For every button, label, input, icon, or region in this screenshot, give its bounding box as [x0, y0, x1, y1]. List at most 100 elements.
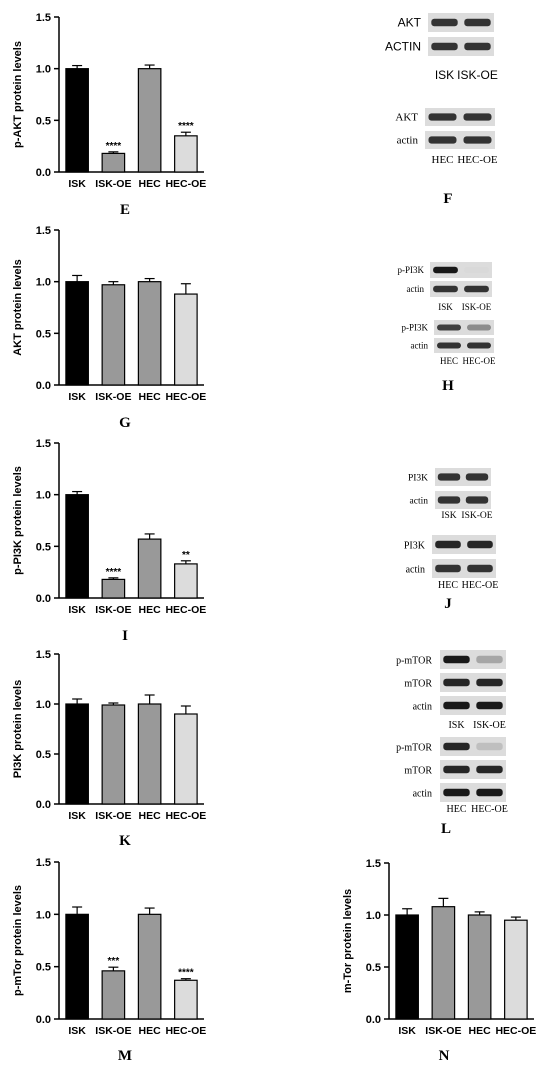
significance-mark: **** — [106, 141, 122, 152]
blot-band — [435, 564, 461, 573]
y-tick-label: 0.5 — [366, 962, 381, 974]
blot-row-label: p-PI3K — [398, 265, 425, 275]
blot-band — [467, 324, 491, 331]
y-tick-label: 1.0 — [36, 909, 51, 921]
blot-row-label: actin — [410, 497, 429, 507]
blot-panel-l: p-mTOR mTOR actin ISK ISK-OE p-mTOR mTOR actin H… — [396, 650, 508, 837]
significance-mark: **** — [106, 567, 122, 578]
x-tick-label: HEC-OE — [165, 178, 206, 190]
x-tick-label: HEC-OE — [165, 810, 206, 822]
blot-row-label: p-mTOR — [396, 742, 432, 753]
blot-strip — [434, 338, 494, 353]
y-tick-label: 0.0 — [36, 380, 51, 392]
blot-strip — [425, 131, 495, 149]
x-tick-label: HEC-OE — [165, 391, 206, 403]
blot-band — [476, 701, 503, 710]
blot-band — [443, 788, 470, 797]
panel-letter: E — [120, 202, 130, 218]
panel-letter: I — [122, 628, 128, 644]
x-tick-label: ISK-OE — [95, 391, 131, 403]
bar-hec-oe — [504, 919, 528, 1020]
x-tick-label: HEC — [139, 810, 162, 822]
blot-band — [467, 342, 491, 349]
blot-strip — [432, 559, 496, 578]
blot-band — [437, 342, 461, 349]
blot-band — [465, 496, 489, 504]
y-tick-label: 1.0 — [36, 64, 51, 76]
x-tick-label: HEC — [139, 604, 162, 616]
blot-strip — [440, 673, 506, 692]
y-tick-label: 1.5 — [366, 858, 381, 870]
y-tick-label: 1.5 — [36, 857, 51, 869]
blot-sample-label: HEC-OE — [471, 804, 508, 815]
significance-mark: **** — [178, 968, 194, 979]
y-tick-label: 0.0 — [36, 799, 51, 811]
blot-band — [443, 655, 470, 664]
y-axis-label: p-AKT protein levels — [12, 41, 24, 148]
blot-strip — [440, 696, 506, 715]
y-axis-label: p-mTor protein levels — [12, 885, 24, 996]
blot-band — [431, 18, 458, 27]
bar-hec — [137, 68, 162, 173]
bar-isk-oe — [431, 906, 456, 1020]
blot-strip — [430, 262, 492, 278]
blot-sample-label: HEC-OE — [463, 356, 496, 366]
bar-hec — [467, 914, 492, 1020]
bar-hec-oe — [174, 979, 198, 1020]
blot-band — [433, 285, 458, 293]
chart-panel-m: 0.0 0.5 1.0 1.5 p-mTor protein levels ISK *** I… — [12, 857, 206, 1064]
blot-band — [428, 113, 457, 121]
blot-panel-h: p-PI3K actin ISK ISK-OE p-PI3K actin HEC HEC-OE… — [398, 262, 496, 394]
blot-row-label: p-PI3K — [402, 323, 429, 333]
blot-band — [476, 655, 503, 664]
y-tick-label: 0.5 — [36, 962, 51, 974]
blot-strip — [435, 468, 491, 486]
blot-sample-label: HEC — [432, 154, 454, 166]
x-tick-label: HEC — [469, 1025, 492, 1037]
x-tick-label: ISK-OE — [95, 1025, 131, 1037]
y-tick-label: 0.5 — [36, 541, 51, 553]
blot-strip — [430, 281, 492, 297]
blot-band — [476, 742, 503, 751]
bar-hec-oe — [174, 135, 198, 173]
bar-hec-oe — [174, 713, 198, 805]
panel-letter: M — [118, 1048, 132, 1064]
significance-mark: **** — [178, 121, 194, 132]
blot-band — [476, 678, 503, 687]
blot-panel-f: AKT ACTIN ISK ISK-OE AKT actin HEC HEC-OE F — [385, 13, 498, 207]
blot-strip — [435, 491, 491, 509]
blot-band — [435, 540, 461, 549]
blot-strip — [428, 13, 494, 32]
y-tick-label: 1.5 — [36, 649, 51, 661]
y-tick-label: 1.5 — [36, 225, 51, 237]
blot-row-label: actin — [413, 701, 432, 712]
bar-hec-oe — [174, 563, 198, 599]
y-tick-label: 0.5 — [36, 749, 51, 761]
y-tick-label: 1.0 — [36, 277, 51, 289]
blot-sample-label: HEC-OE — [457, 154, 498, 166]
blot-sample-label: ISK-OE — [457, 68, 498, 82]
blot-row-label: mTOR — [404, 678, 432, 689]
x-tick-label: HEC — [139, 1025, 162, 1037]
blot-row-label: actin — [413, 788, 432, 799]
blot-band — [464, 266, 489, 274]
x-tick-label: HEC — [139, 391, 162, 403]
y-tick-label: 0.0 — [366, 1014, 381, 1026]
blot-row-label: actin — [406, 564, 425, 575]
x-tick-label: ISK — [68, 604, 86, 616]
bar-hec — [137, 281, 162, 386]
y-tick-label: 1.0 — [36, 699, 51, 711]
bar-isk-oe — [101, 152, 126, 173]
panel-letter: L — [441, 821, 451, 837]
blot-band — [476, 765, 503, 774]
blot-band — [464, 42, 491, 51]
bar-isk — [65, 281, 89, 386]
bar-isk — [65, 703, 89, 805]
blot-sample-label: ISK-OE — [473, 720, 506, 731]
blot-sample-label: ISK — [448, 720, 465, 731]
x-tick-label: ISK-OE — [95, 810, 131, 822]
blot-sample-label: HEC-OE — [462, 580, 499, 591]
blot-band — [476, 788, 503, 797]
x-tick-label: ISK — [68, 1025, 86, 1037]
blot-band — [437, 324, 461, 331]
